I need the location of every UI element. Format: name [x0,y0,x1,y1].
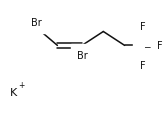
Text: Br: Br [31,18,41,28]
Text: B: B [139,41,146,51]
Text: F: F [140,61,145,70]
Text: F: F [157,41,163,51]
Text: K: K [10,87,18,97]
Text: F: F [140,22,145,31]
Text: Br: Br [77,50,87,60]
Text: −: − [143,42,151,51]
Text: +: + [19,80,25,89]
